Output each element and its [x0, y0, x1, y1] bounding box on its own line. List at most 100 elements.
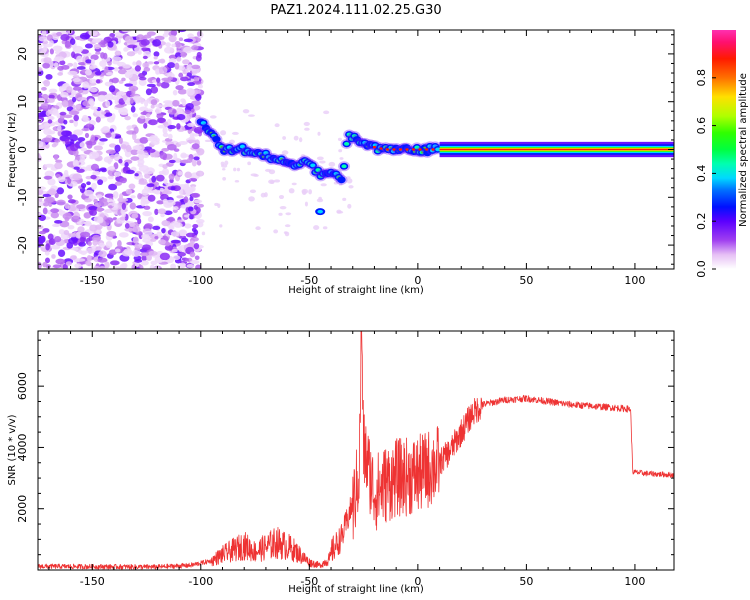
spectrogram-noise-speck — [93, 266, 100, 269]
spectrogram-noise-speck — [125, 188, 132, 195]
spectrogram-noise-speck — [119, 177, 127, 184]
spectrogram-noise-speck — [124, 83, 134, 87]
spectrogram-noise-speck — [52, 45, 63, 52]
spectrogram-noise-speck — [70, 255, 77, 260]
spectrogram-noise-speck — [55, 159, 63, 164]
spectrogram-noise-speck — [38, 67, 43, 72]
spectrogram-noise-speck — [248, 196, 255, 202]
ridge-hot — [420, 151, 424, 154]
spectrogram-noise-speck — [118, 232, 129, 238]
spectrogram-noise-speck — [176, 123, 181, 130]
colorbar-gradient — [712, 30, 736, 269]
spectrogram-noise-speck — [274, 123, 280, 128]
spectrogram-noise-speck — [57, 176, 66, 183]
spectrogram-noise-speck — [191, 143, 200, 150]
spectrogram-noise-speck — [109, 154, 116, 159]
spectrogram-noise-speck — [186, 139, 197, 144]
spectrogram-noise-speck — [68, 110, 79, 116]
spectrogram-noise-speck — [67, 225, 75, 230]
spectrogram-noise-speck — [169, 222, 174, 229]
spectrogram-noise-speck — [104, 66, 109, 74]
spectrogram-noise-speck — [104, 93, 114, 101]
spectrogram-noise-speck — [122, 64, 131, 69]
spectrogram-noise-speck — [117, 91, 126, 96]
spectrogram-noise-speck — [52, 108, 59, 116]
spectrogram-noise-speck — [194, 114, 202, 119]
ridge-core — [315, 168, 321, 172]
spectrogram-noise-speck — [137, 218, 142, 225]
spectrogram-noise-speck — [185, 88, 195, 96]
spectrogram-noise-speck — [98, 266, 106, 269]
spectrogram-noise-speck — [273, 179, 281, 183]
spectrogram-noise-speck — [242, 109, 250, 114]
spectrogram-y-tick-label: -20 — [16, 236, 29, 254]
spectrogram-noise-speck — [189, 240, 195, 247]
spectrogram-noise-speck — [77, 97, 87, 101]
spectrogram-noise-speck — [322, 226, 328, 230]
ridge-hot — [412, 150, 416, 153]
spectrogram-noise-speck — [67, 199, 76, 204]
spectrogram-noise-speck — [63, 229, 70, 236]
spectrogram-noise-speck — [221, 167, 226, 171]
spectrogram-noise-speck — [170, 186, 176, 191]
colorbar-tick-label: 0.0 — [695, 260, 708, 278]
spectrogram-noise-speck — [148, 250, 158, 256]
spectrogram-noise-speck — [145, 113, 151, 118]
spectrogram-noise-speck — [119, 193, 124, 201]
spectrogram-noise-speck — [161, 227, 166, 234]
spectrogram-noise-speck — [105, 71, 114, 76]
spectrogram-noise-speck — [111, 56, 122, 62]
spectrogram-noise-speck — [114, 248, 121, 253]
spectrogram-noise-speck — [68, 237, 78, 244]
ridge-hot — [379, 147, 383, 150]
spectrogram-noise-speck — [104, 81, 114, 87]
spectrogram-noise-speck — [140, 260, 149, 266]
spectrogram-noise-speck — [110, 131, 116, 139]
spectrogram-noise-speck — [105, 241, 113, 249]
spectrogram-noise-speck — [146, 254, 152, 261]
spectrogram-noise-speck — [178, 141, 188, 145]
spectrogram-noise-speck — [77, 226, 85, 233]
spectrogram-noise-speck — [193, 242, 200, 250]
spectrogram-noise-speck — [73, 114, 79, 122]
spectrogram-noise-speck — [183, 46, 193, 54]
spectrogram-noise-speck — [191, 100, 201, 106]
snr-frame — [37, 330, 675, 571]
spectrogram-noise-speck — [131, 213, 139, 219]
spectrogram-noise-speck — [159, 252, 170, 261]
spectrogram-noise-speck — [167, 124, 177, 130]
spectrogram-noise-speck — [193, 204, 199, 210]
spectrogram-noise-speck — [125, 144, 132, 153]
ridge-hot — [424, 148, 429, 151]
spectrogram-noise-speck — [158, 239, 166, 245]
spectrogram-noise-speck — [148, 119, 158, 126]
spectrogram-noise-speck — [61, 65, 70, 70]
spectrogram-noise-speck — [89, 209, 97, 216]
spectrogram-noise-speck — [63, 119, 68, 125]
spectrogram-noise-speck — [92, 170, 101, 176]
spectrogram-noise-speck — [121, 30, 132, 33]
spectrogram-noise-speck — [114, 171, 121, 177]
spectrogram-noise-speck — [47, 178, 56, 186]
spectrogram-noise-speck — [132, 95, 143, 102]
spectrogram-noise-speck — [145, 108, 154, 113]
spectrogram-noise-speck — [99, 138, 108, 142]
spectrogram-noise-speck — [185, 258, 190, 262]
spectrogram-noise-speck — [134, 259, 143, 263]
spectrogram-noise-speck — [159, 58, 166, 64]
spectrogram-noise-speck — [150, 238, 157, 242]
snr-panel: -150 -100 -50 0 50 100 2000 4000 6000 Height of … — [7, 330, 675, 595]
spectrogram-noise-speck — [62, 100, 69, 108]
spectrogram-noise-speck — [105, 100, 111, 108]
spectrogram-noise-speck — [146, 83, 156, 88]
spectrogram-noise-speck — [156, 174, 165, 182]
spectrogram-noise-speck — [53, 62, 59, 68]
spectrogram-noise-speck — [89, 87, 98, 93]
spectrogram-noise-speck — [45, 74, 53, 80]
spectrogram-noise-speck — [38, 91, 43, 97]
spectrogram-noise-speck — [85, 69, 92, 76]
spectrogram-noise-speck — [93, 145, 104, 151]
spectrogram-noise-speck — [130, 105, 136, 113]
ridge-core — [341, 164, 347, 169]
spectrogram-noise-speck — [197, 221, 204, 228]
